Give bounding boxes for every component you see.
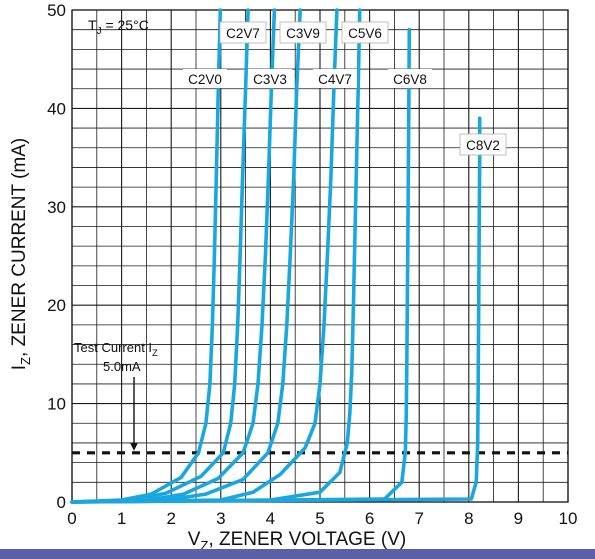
- y-tick-label: 0: [57, 493, 66, 512]
- temperature-note: TJ = 25°C: [88, 17, 149, 37]
- test-current-label: Test Current IZ: [74, 340, 158, 359]
- series-label-box-c5v6: [341, 21, 389, 44]
- x-axis-title: VZ, ZENER VOLTAGE (V): [188, 529, 406, 549]
- series-layer: [70, 8, 482, 504]
- x-tick-label: 1: [117, 509, 126, 528]
- x-tick-label: 0: [67, 509, 76, 528]
- series-label-bg-c4v7: [313, 69, 357, 88]
- series-label-c3v3: C3V3: [253, 72, 287, 87]
- x-tick-label: 5: [315, 509, 324, 528]
- series-label-c3v9: C3V9: [286, 26, 320, 41]
- series-line-c4v7: [70, 8, 339, 504]
- x-tick-label: 6: [365, 509, 374, 528]
- y-tick-label: 40: [47, 99, 66, 118]
- series-line-c2v0: [70, 8, 223, 504]
- bottom-bar: [0, 549, 595, 559]
- series-label-bg-c3v3: [248, 69, 292, 88]
- series-line-c2v7: [70, 8, 250, 504]
- series-label-layer: C2V0 C2V7 C3V3 C3V9 C4V7 C5V6 C6V8 C8V2: [183, 21, 507, 156]
- y-tick-label: 30: [47, 198, 66, 217]
- series-label-c8v2: C8V2: [466, 138, 500, 153]
- x-tick-labels: 0 1 2 3 4 5 6 7 8 9 10: [67, 509, 577, 528]
- series-line-c6v8: [70, 27, 412, 504]
- series-line-c3v9: [70, 8, 302, 504]
- series-label-box-c8v2: [459, 133, 507, 156]
- y-tick-label: 50: [47, 1, 66, 20]
- x-tick-label: 8: [464, 509, 473, 528]
- x-tick-label: 4: [266, 509, 275, 528]
- series-label-c4v7: C4V7: [318, 72, 352, 87]
- series-label-c5v6: C5V6: [348, 26, 382, 41]
- series-label-bg-c6v8: [388, 69, 432, 88]
- series-label-c2v0: C2V0: [188, 72, 222, 87]
- series-label-bg-c2v0: [183, 69, 227, 88]
- series-label-box-c2v7: [219, 21, 267, 44]
- series-line-c8v2: [70, 116, 482, 504]
- series-label-c2v7: C2V7: [226, 26, 260, 41]
- x-tick-label: 2: [166, 509, 175, 528]
- x-tick-label: 10: [559, 509, 578, 528]
- x-tick-label: 9: [514, 509, 523, 528]
- x-tick-label: 7: [414, 509, 423, 528]
- series-label-c6v8: C6V8: [393, 72, 427, 87]
- x-tick-label: 3: [216, 509, 225, 528]
- y-axis-title: IZ, ZENER CURRENT (mA): [9, 138, 33, 370]
- test-current-arrowhead: [130, 442, 138, 451]
- y-tick-label: 20: [47, 296, 66, 315]
- series-line-c5v6: [70, 8, 362, 504]
- series-label-box-c3v9: [279, 21, 327, 44]
- test-current-value: 5.0mA: [103, 359, 141, 374]
- y-tick-label: 10: [47, 395, 66, 414]
- plot-frame: [71, 9, 569, 503]
- y-tick-labels: 0 10 20 30 40 50: [47, 1, 66, 512]
- series-line-c3v3: [70, 8, 277, 504]
